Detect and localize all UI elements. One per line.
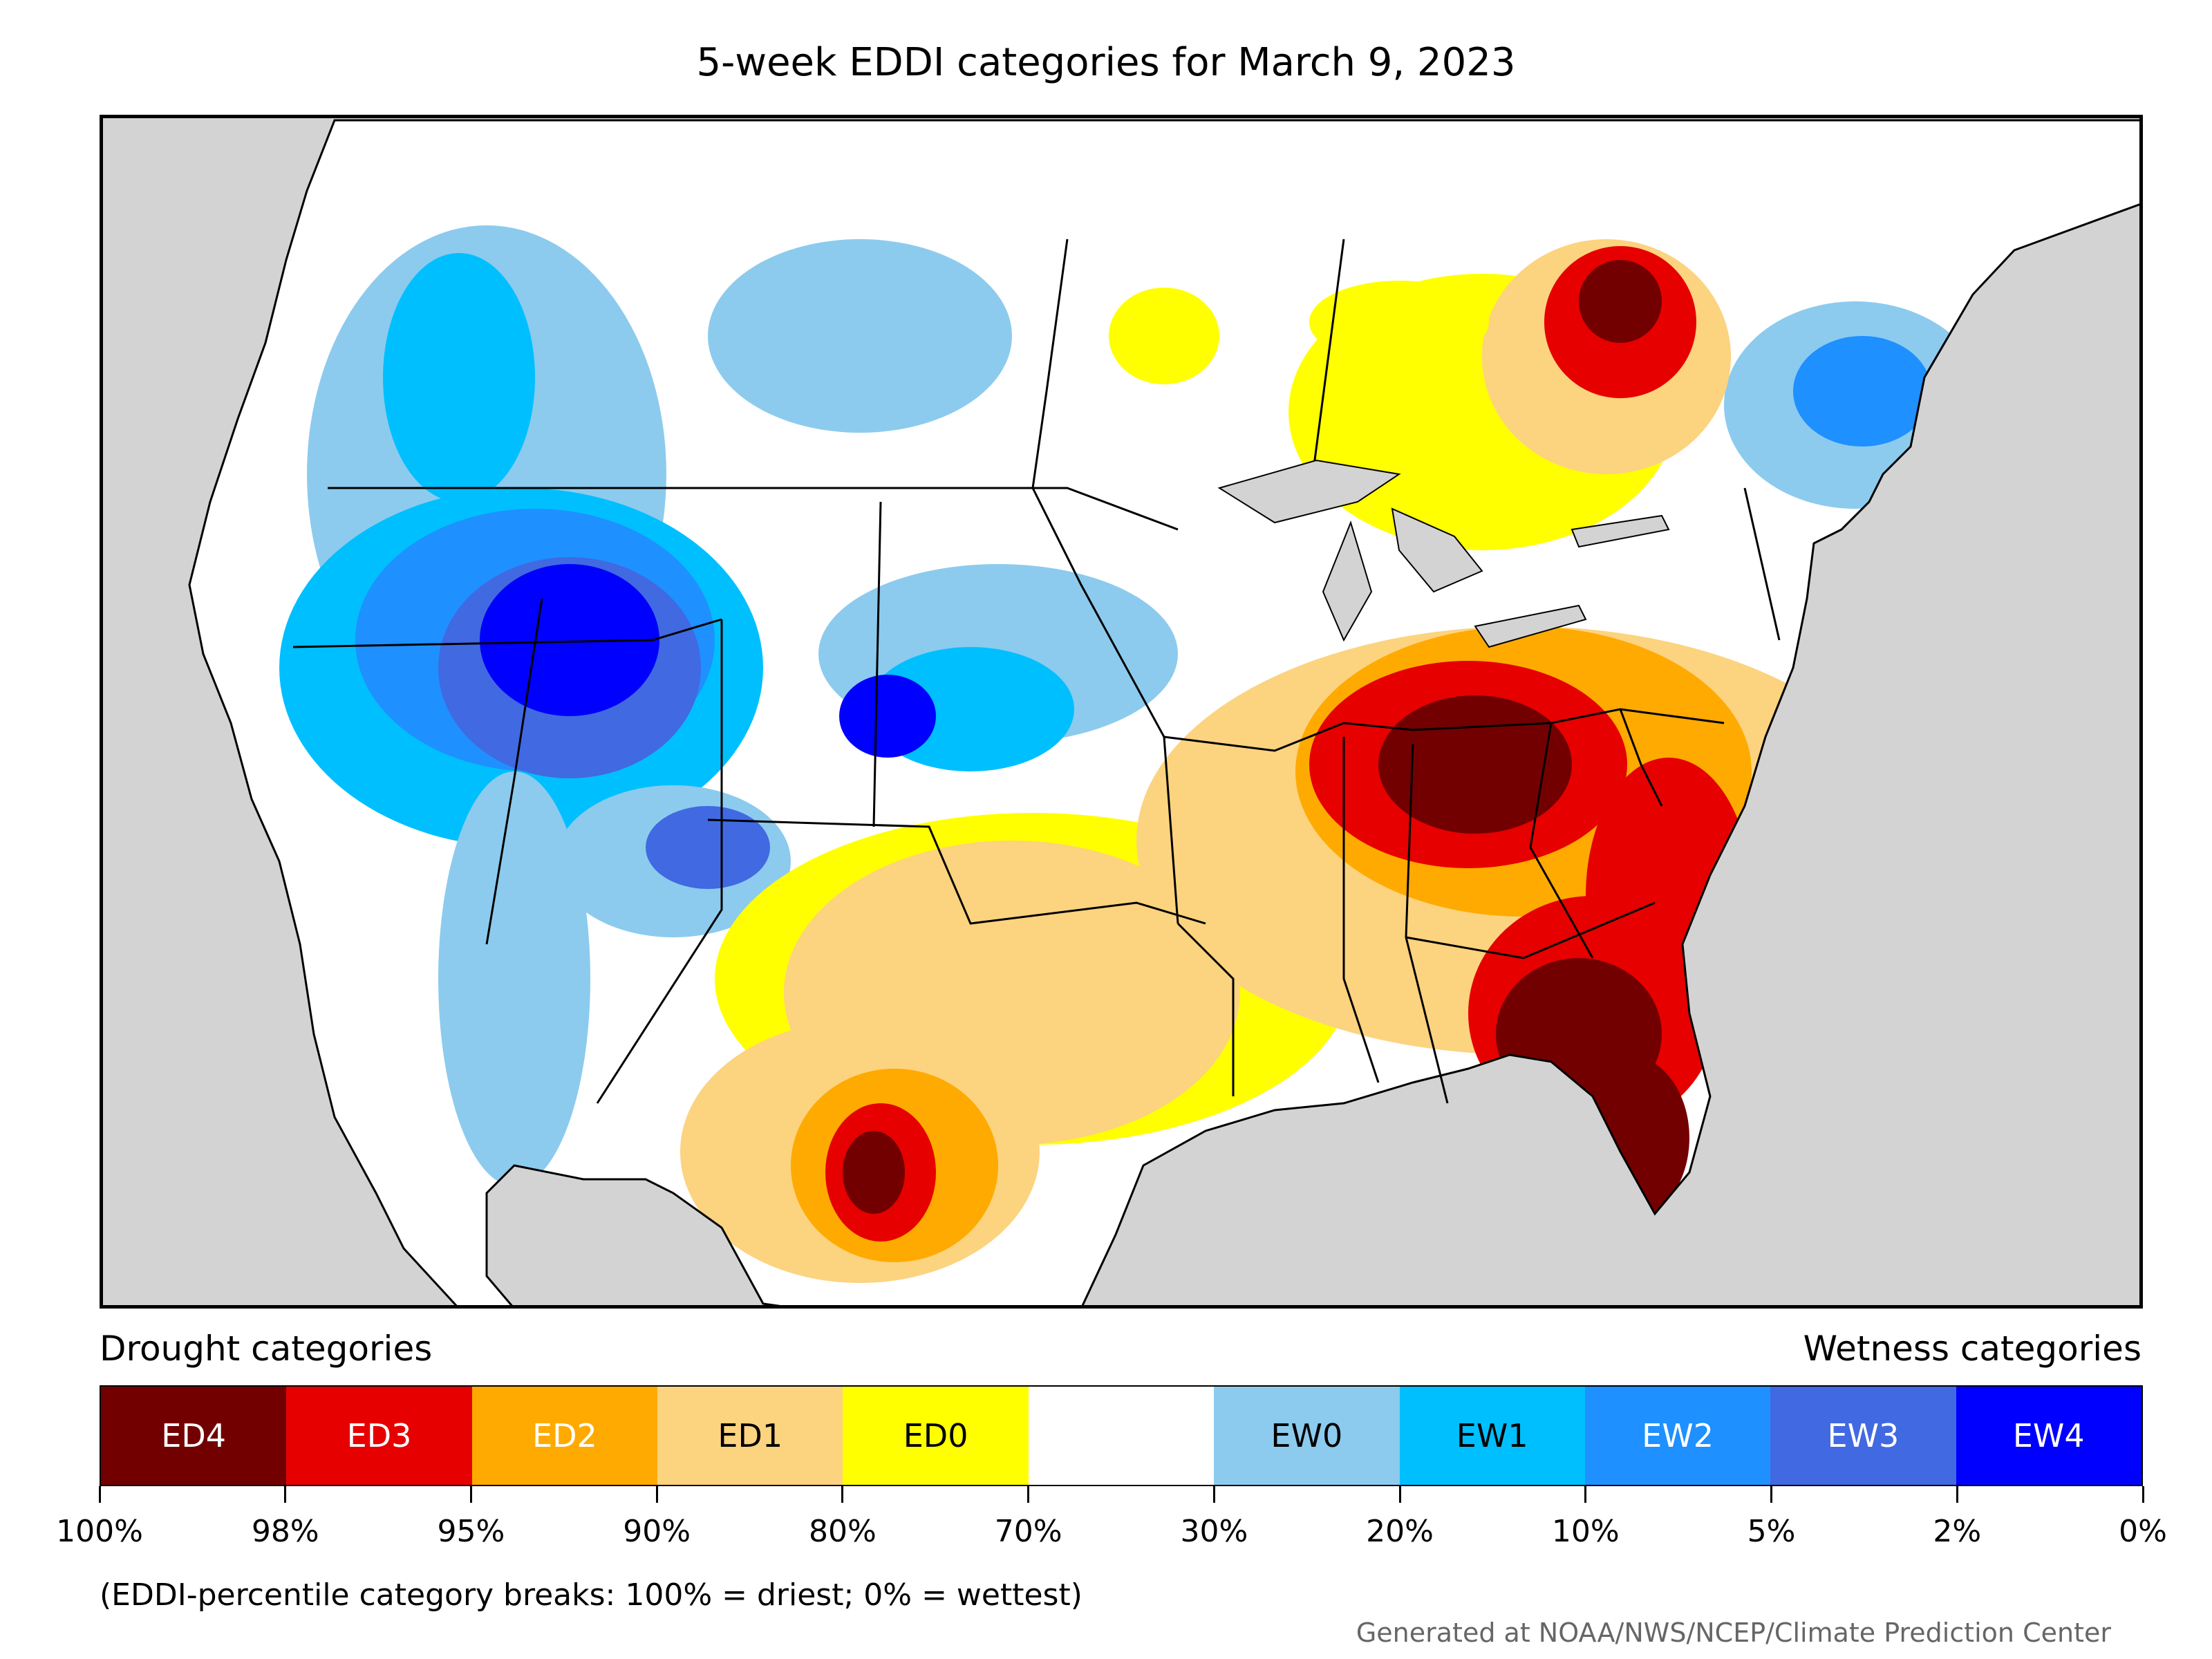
colorbar-tick (1956, 1486, 1958, 1503)
colorbar-tick (98, 1486, 101, 1503)
eddi-map (100, 115, 2143, 1309)
category-swatch-ed0: ED0 (843, 1387, 1029, 1485)
colorbar-tick (841, 1486, 844, 1503)
colorbar-tick-label: 2% (1933, 1514, 1982, 1549)
colorbar-tick (1398, 1486, 1401, 1503)
category-swatch-ew0: EW0 (1214, 1387, 1400, 1485)
category-swatch-ed2: ED2 (471, 1387, 658, 1485)
category-colorbar: ED4 ED3 ED2 ED1 ED0 EW0 EW1 EW2 EW3 EW4 (100, 1385, 2143, 1486)
colorbar-tick (655, 1486, 658, 1503)
colorbar-tick-label: 10% (1551, 1514, 1620, 1549)
category-swatch-ew3: EW3 (1770, 1387, 1956, 1485)
category-swatch-ew4: EW4 (1956, 1387, 2141, 1485)
colorbar-tick-label: 90% (623, 1514, 691, 1549)
colorbar-tick-label: 95% (437, 1514, 505, 1549)
colorbar-tick-label: 70% (994, 1514, 1062, 1549)
colorbar-tick (1770, 1486, 1773, 1503)
colorbar-tick (1584, 1486, 1587, 1503)
category-swatch-ew2: EW2 (1584, 1387, 1771, 1485)
category-swatch-ed4: ED4 (101, 1387, 287, 1485)
colorbar-tick (469, 1486, 472, 1503)
colorbar-tick-label: 30% (1180, 1514, 1248, 1549)
colorbar-tick-label: 100% (56, 1514, 143, 1549)
colorbar-tick (1027, 1486, 1030, 1503)
colorbar-tick-label: 80% (809, 1514, 877, 1549)
page-title: 5-week EDDI categories for March 9, 2023 (696, 40, 1516, 85)
colorbar-tick-label: 5% (1747, 1514, 1796, 1549)
colorbar-tick-label: 0% (2119, 1514, 2167, 1549)
colorbar-tick-label: 98% (251, 1514, 319, 1549)
credit-line: Generated at NOAA/NWS/NCEP/Climate Predi… (1356, 1618, 2111, 1648)
drought-categories-header: Drought categories (100, 1329, 433, 1369)
category-swatch-ew1: EW1 (1399, 1387, 1585, 1485)
category-swatch-ed1: ED1 (657, 1387, 843, 1485)
category-swatch-ed3: ED3 (286, 1387, 472, 1485)
colorbar-tick (284, 1486, 287, 1503)
category-swatch-normal (1028, 1387, 1215, 1485)
colorbar-tick (1212, 1486, 1215, 1503)
category-breaks-note: (EDDI-percentile category breaks: 100% =… (100, 1577, 1082, 1613)
colorbar-tick-label: 20% (1366, 1514, 1434, 1549)
colorbar-tick (2141, 1486, 2144, 1503)
wetness-categories-header: Wetness categories (1803, 1329, 2141, 1369)
